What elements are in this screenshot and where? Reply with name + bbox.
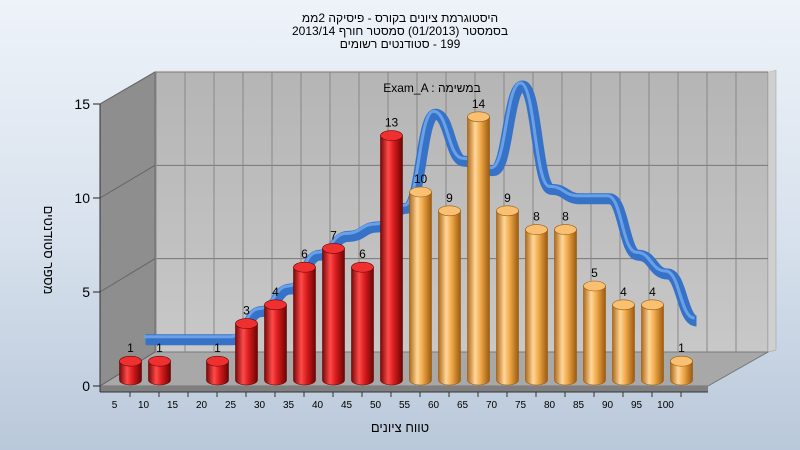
bar-data-label: 13	[385, 116, 399, 130]
bar-data-label: 8	[533, 210, 540, 224]
x-tick-label: 90	[602, 400, 614, 411]
grid-line-side	[99, 164, 156, 199]
histogram-bar-cap	[583, 280, 606, 292]
histogram-bar	[641, 304, 664, 386]
floor-front-edge	[100, 386, 708, 392]
chart-title-line-1: היסטוגרמת ציונים בקורס - פיסיקה 2ממ	[302, 11, 498, 25]
histogram-bar-cap	[293, 261, 316, 273]
floor	[98, 351, 770, 387]
bar-data-label: 6	[359, 247, 366, 261]
histogram-bar-cap	[525, 224, 548, 235]
histogram-bar	[235, 323, 258, 386]
x-tick-label: 55	[399, 400, 411, 411]
bar-data-label: 7	[330, 228, 337, 242]
x-tick-label: 60	[428, 400, 440, 411]
histogram-bar-cap	[322, 243, 345, 254]
histogram-bar-cap	[351, 261, 374, 273]
bar-data-label: 10	[414, 172, 428, 186]
bar-data-label: 14	[472, 97, 486, 111]
histogram-bar	[322, 248, 345, 386]
histogram-bar	[380, 135, 403, 386]
bar-data-label: 5	[591, 266, 598, 280]
grid-line-side	[99, 71, 156, 105]
histogram-bar-cap	[496, 205, 519, 217]
x-tick-label: 15	[167, 400, 179, 411]
histogram-bar-cap	[148, 355, 171, 367]
histogram-bar-cap	[206, 355, 229, 367]
bar-data-label: 9	[504, 191, 511, 205]
y-tick-label: 5	[82, 284, 90, 300]
y-tick-label: 15	[74, 96, 90, 112]
bar-data-label: 3	[243, 304, 250, 318]
back-wall-right-edge	[767, 69, 777, 353]
histogram-bar	[554, 229, 577, 386]
y-axis-label: מספר סטודנטים	[41, 206, 56, 295]
x-tick-label: 10	[138, 400, 150, 411]
bar-data-label: 1	[678, 341, 685, 355]
x-tick-labels: 5 10 15 20 25 30 35 40 45 50 55 60 65 70 75 80 85 90 95 100	[112, 392, 682, 411]
x-tick-label: 75	[515, 400, 527, 411]
histogram-bar-cap	[612, 299, 635, 311]
histogram-bar-cap	[554, 224, 577, 235]
histogram-bar	[148, 360, 171, 386]
chart-title-line-3: 199 - סטודנטים רשומים	[340, 37, 461, 51]
x-tick-label: 30	[254, 400, 266, 411]
histogram-bar-cap	[409, 186, 432, 198]
x-tick-label: 95	[631, 400, 643, 411]
histogram-bar-cap	[264, 299, 287, 311]
bar-data-label: 1	[127, 341, 134, 355]
chart-title-line-2: בסמסטר (01/2013) סמסטר חורף 2013/14	[292, 24, 508, 38]
bar-data-label: 4	[620, 285, 627, 299]
x-tick-label: 25	[225, 400, 237, 411]
histogram-bar	[293, 266, 316, 386]
bar-data-label: 4	[649, 285, 656, 299]
histogram-bar-cap	[467, 111, 490, 123]
x-tick-label: 65	[457, 400, 469, 411]
histogram-bar-cap	[119, 355, 142, 367]
histogram-bar	[206, 360, 229, 386]
x-tick-label: 5	[112, 400, 118, 411]
bar-data-label: 6	[301, 247, 308, 261]
histogram-bar-cap	[670, 355, 693, 367]
x-tick-label: 100	[657, 400, 674, 411]
bar-data-label: 1	[156, 341, 163, 355]
bar-data-label: 9	[446, 191, 453, 205]
x-tick-label: 40	[312, 400, 324, 411]
histogram-bar	[525, 229, 548, 386]
bar-data-label: 8	[562, 210, 569, 224]
histogram-bar	[583, 285, 606, 386]
chart-annotation: Exam_A : במשימה	[383, 81, 481, 95]
bars	[119, 111, 693, 386]
y-tick-labels: 0 5 10 15	[74, 96, 90, 394]
x-tick-label: 35	[283, 400, 295, 411]
bar-data-label: 4	[272, 285, 279, 299]
x-tick-label: 80	[544, 400, 556, 411]
histogram-bar	[409, 191, 432, 386]
histogram-bar	[264, 304, 287, 386]
histogram-bar	[119, 360, 142, 386]
x-tick-label: 70	[486, 400, 498, 411]
histogram-bar	[438, 210, 461, 386]
bar-data-label: 1	[214, 341, 221, 355]
histogram-bar-cap	[235, 318, 258, 329]
x-axis-label: טווח ציונים	[371, 420, 429, 435]
histogram-bar	[670, 360, 693, 386]
histogram-bar-cap	[380, 130, 403, 141]
grid-line-side	[99, 258, 156, 293]
y-tick-label: 0	[82, 378, 90, 394]
histogram-bar	[467, 116, 490, 386]
histogram-bar	[351, 266, 374, 386]
histogram-bar-cap	[641, 299, 664, 311]
x-tick-label: 45	[341, 400, 353, 411]
histogram-bar	[612, 304, 635, 386]
histogram-bar-cap	[438, 205, 461, 217]
histogram-bar	[496, 210, 519, 386]
x-tick-label: 85	[573, 400, 585, 411]
x-tick-label: 20	[196, 400, 208, 411]
x-tick-label: 50	[370, 400, 382, 411]
axes	[99, 104, 708, 393]
y-tick-label: 10	[74, 190, 90, 206]
